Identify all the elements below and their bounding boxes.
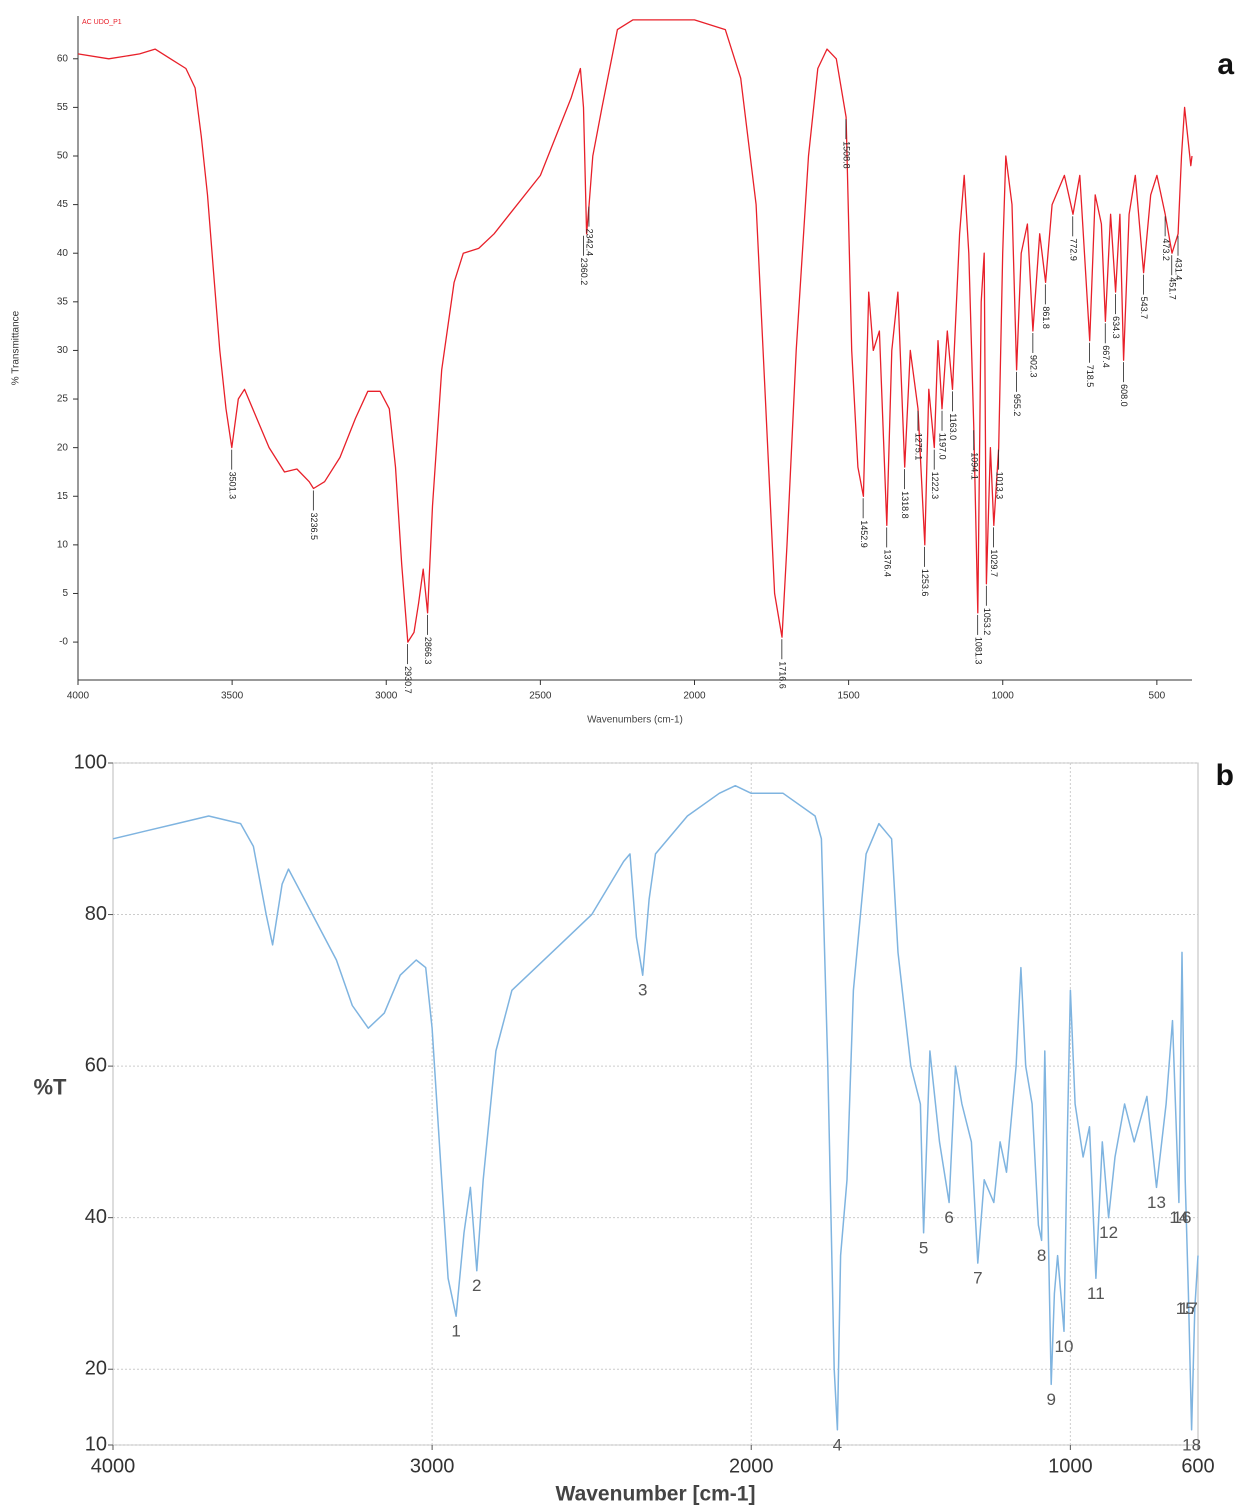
peak-label: 667.4 bbox=[1101, 345, 1111, 368]
y-tick-label: 45 bbox=[57, 199, 69, 210]
peak-label: 1376.4 bbox=[882, 549, 892, 577]
peak-label: 955.2 bbox=[1012, 394, 1022, 417]
y-tick-label: 10 bbox=[85, 1433, 107, 1455]
peak-label: 4 bbox=[833, 1435, 842, 1454]
peak-label: 5 bbox=[919, 1238, 928, 1257]
peak-label: 10 bbox=[1055, 1337, 1074, 1356]
x-axis-label: Wavenumbers (cm-1) bbox=[587, 715, 683, 726]
plot-frame bbox=[112, 762, 1199, 1446]
y-tick-label: -0 bbox=[59, 637, 68, 648]
y-tick-label: 30 bbox=[57, 345, 69, 356]
y-tick-label: 100 bbox=[74, 751, 107, 773]
x-tick-label: 2000 bbox=[683, 691, 706, 702]
y-tick-label: 20 bbox=[85, 1358, 107, 1380]
y-tick-label: 50 bbox=[57, 151, 69, 162]
peak-label: 8 bbox=[1037, 1246, 1046, 1265]
y-tick-label: 55 bbox=[57, 102, 69, 113]
peak-label: 15 bbox=[1176, 1299, 1195, 1318]
peak-label: 17 bbox=[1179, 1299, 1198, 1318]
peak-label: 3 bbox=[638, 981, 647, 1000]
peak-label: 14 bbox=[1169, 1208, 1188, 1227]
peak-label: 543.7 bbox=[1139, 297, 1149, 320]
peak-label: 608.0 bbox=[1119, 384, 1129, 407]
y-tick-label: 60 bbox=[57, 53, 69, 64]
y-axis-label: % Transmittance bbox=[11, 310, 22, 385]
peak-label: 2 bbox=[472, 1276, 481, 1295]
spectrum-line bbox=[112, 784, 1199, 1431]
y-tick-label: 80 bbox=[85, 903, 107, 925]
y-tick-label: 5 bbox=[62, 588, 68, 599]
x-tick-label: 500 bbox=[1149, 691, 1166, 702]
x-tick-label: 1500 bbox=[837, 691, 860, 702]
y-tick-label: 40 bbox=[57, 248, 69, 259]
peak-label: 1275.1 bbox=[914, 433, 924, 461]
peak-label: 431.4 bbox=[1174, 258, 1184, 281]
peak-label: 1053.2 bbox=[982, 608, 992, 636]
peak-label: 1029.7 bbox=[989, 549, 999, 577]
x-tick-label: 600 bbox=[1181, 1455, 1214, 1477]
panel-letter: a bbox=[1217, 48, 1234, 81]
peak-label: 11 bbox=[1087, 1284, 1105, 1303]
y-tick-label: 10 bbox=[57, 540, 69, 551]
peak-label: 16 bbox=[1173, 1208, 1192, 1227]
peak-label: 1222.3 bbox=[930, 472, 940, 500]
x-tick-label: 2000 bbox=[729, 1455, 774, 1477]
peak-label: 3501.3 bbox=[227, 472, 237, 500]
peak-label: 861.8 bbox=[1041, 306, 1051, 329]
peak-label: 1 bbox=[451, 1322, 460, 1341]
y-tick-label: 60 bbox=[85, 1054, 107, 1076]
peak-label: 7 bbox=[973, 1269, 982, 1288]
x-tick-label: 2500 bbox=[529, 691, 552, 702]
peak-label: 718.5 bbox=[1085, 365, 1095, 388]
peak-label: 1716.6 bbox=[777, 661, 787, 689]
y-tick-label: 25 bbox=[57, 394, 69, 405]
peak-label: 1508.8 bbox=[842, 141, 852, 169]
peak-label: 451.7 bbox=[1167, 277, 1177, 300]
peak-label: 3236.5 bbox=[309, 512, 319, 540]
peak-label: 18 bbox=[1182, 1435, 1201, 1454]
x-tick-label: 1000 bbox=[992, 691, 1015, 702]
x-axis-label: Wavenumber [cm-1] bbox=[556, 1483, 756, 1506]
y-tick-label: 15 bbox=[57, 491, 69, 502]
x-tick-label: 4000 bbox=[67, 691, 90, 702]
peak-label: 2342.4 bbox=[585, 229, 595, 257]
x-tick-label: 3000 bbox=[375, 691, 398, 702]
peak-label: 772.9 bbox=[1068, 238, 1078, 261]
y-axis-label: %T bbox=[34, 1075, 68, 1100]
peak-label: 2930.7 bbox=[403, 666, 413, 694]
peak-label: 1318.8 bbox=[900, 491, 910, 519]
peak-label: 1094.1 bbox=[969, 452, 979, 480]
peak-label: 473.2 bbox=[1161, 238, 1171, 261]
spectrum-line bbox=[77, 19, 1193, 643]
peak-label: 12 bbox=[1099, 1223, 1118, 1242]
peak-label: 1163.0 bbox=[948, 413, 958, 440]
x-tick-label: 3500 bbox=[221, 691, 244, 702]
x-tick-label: 4000 bbox=[91, 1455, 136, 1477]
x-tick-label: 3000 bbox=[410, 1455, 455, 1477]
peak-label: 1081.3 bbox=[973, 637, 983, 665]
y-tick-label: 40 bbox=[85, 1206, 107, 1228]
peak-label: 634.3 bbox=[1111, 316, 1121, 339]
x-tick-label: 1000 bbox=[1048, 1455, 1093, 1477]
peak-label: 9 bbox=[1046, 1390, 1055, 1409]
panel-letter: b bbox=[1216, 759, 1234, 792]
y-tick-label: 35 bbox=[57, 296, 69, 307]
y-tick-label: 20 bbox=[57, 442, 69, 453]
peak-label: 902.3 bbox=[1028, 355, 1038, 378]
peak-label: 2866.3 bbox=[423, 637, 433, 665]
peak-label: 1013.3 bbox=[994, 472, 1004, 500]
peak-label: 1253.6 bbox=[920, 569, 930, 597]
peak-label: 6 bbox=[944, 1208, 953, 1227]
peak-label: 2360.2 bbox=[579, 258, 589, 286]
peak-label: 13 bbox=[1147, 1193, 1166, 1212]
chart-title: AC UDO_P1 bbox=[82, 19, 122, 26]
peak-label: 1452.9 bbox=[859, 520, 869, 548]
peak-label: 1197.0 bbox=[938, 433, 948, 460]
